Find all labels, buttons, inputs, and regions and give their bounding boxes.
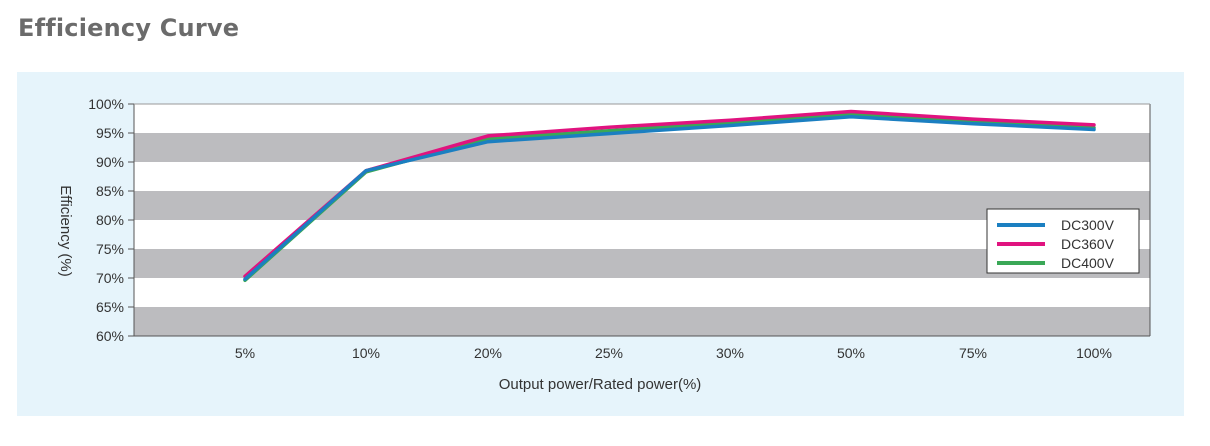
x-tick-label: 5% bbox=[235, 345, 255, 361]
series-line-dc300v bbox=[243, 115, 1096, 281]
y-tick-label: 80% bbox=[96, 212, 124, 228]
x-tick-labels: 5% 10% 20% 25% 30% 50% 75% 100% bbox=[235, 345, 1112, 361]
y-tick-label: 70% bbox=[96, 270, 124, 286]
y-axis-title: Efficiency (%) bbox=[57, 185, 74, 276]
x-tick-label: 30% bbox=[716, 345, 744, 361]
y-tick-label: 95% bbox=[96, 125, 124, 141]
x-tick-label: 25% bbox=[595, 345, 623, 361]
grid-band bbox=[134, 133, 1150, 162]
grid-bands bbox=[134, 104, 1150, 336]
grid-band bbox=[134, 307, 1150, 336]
page-title: Efficiency Curve bbox=[18, 14, 240, 42]
grid-band bbox=[134, 191, 1150, 220]
x-tick-label: 20% bbox=[474, 345, 502, 361]
x-tick-label: 10% bbox=[352, 345, 380, 361]
x-axis-title: Output power/Rated power(%) bbox=[499, 376, 702, 393]
grid-band bbox=[134, 249, 1150, 278]
y-tick-label: 60% bbox=[96, 328, 124, 344]
x-tick-label: 50% bbox=[837, 345, 865, 361]
x-tick-label: 100% bbox=[1076, 345, 1112, 361]
y-tick-labels: 60% 65% 70% 75% 80% 85% 90% 95% 100% bbox=[88, 96, 134, 344]
legend-label: DC400V bbox=[1061, 255, 1115, 271]
y-tick-label: 75% bbox=[96, 241, 124, 257]
y-tick-label: 90% bbox=[96, 154, 124, 170]
y-tick-label: 100% bbox=[88, 96, 124, 112]
series-lines bbox=[243, 109, 1096, 283]
legend-label: DC360V bbox=[1061, 236, 1115, 252]
x-tick-label: 75% bbox=[959, 345, 987, 361]
legend-label: DC300V bbox=[1061, 217, 1115, 233]
y-tick-label: 65% bbox=[96, 299, 124, 315]
legend: DC300V DC360V DC400V bbox=[986, 208, 1140, 274]
y-tick-label: 85% bbox=[96, 183, 124, 199]
